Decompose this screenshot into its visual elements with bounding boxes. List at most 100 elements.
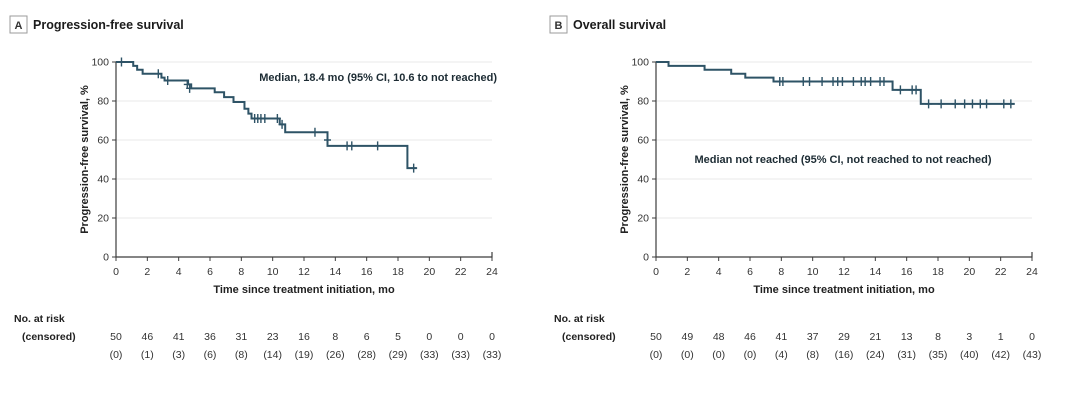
censor-mark bbox=[273, 114, 281, 124]
x-axis-label: Time since treatment initiation, mo bbox=[753, 284, 935, 296]
x-axis-label: Time since treatment initiation, mo bbox=[213, 284, 395, 296]
x-tick-label: 20 bbox=[963, 266, 975, 278]
censor-mark bbox=[983, 99, 991, 109]
y-axis-label: Progression-free survival, % bbox=[619, 85, 631, 234]
censor-mark bbox=[410, 163, 418, 173]
at-risk-value: 50 bbox=[110, 331, 122, 343]
censor-mark bbox=[324, 135, 331, 145]
censored-value: (0) bbox=[110, 349, 123, 361]
x-tick-label: 18 bbox=[392, 266, 404, 278]
x-tick-label: 12 bbox=[298, 266, 310, 278]
risk-table-label: No. at risk bbox=[14, 313, 65, 325]
censor-mark bbox=[880, 77, 888, 86]
censor-mark bbox=[348, 141, 356, 151]
x-tick-label: 6 bbox=[207, 266, 213, 278]
x-tick-label: 24 bbox=[486, 266, 498, 278]
censor-mark bbox=[278, 119, 286, 129]
y-tick-label: 80 bbox=[637, 96, 649, 108]
median-annotation: Median, 18.4 mo (95% CI, 10.6 to not rea… bbox=[259, 72, 497, 84]
x-tick-label: 22 bbox=[995, 266, 1007, 278]
censored-value: (28) bbox=[357, 349, 376, 361]
panel-letter-box bbox=[9, 15, 28, 34]
censored-value: (33) bbox=[483, 349, 502, 361]
censored-value: (8) bbox=[806, 349, 819, 361]
censored-value: (0) bbox=[744, 349, 757, 361]
at-risk-value: 29 bbox=[838, 331, 850, 343]
panel-title: Progression-free survival bbox=[33, 18, 184, 32]
at-risk-value: 48 bbox=[713, 331, 725, 343]
y-tick-label: 80 bbox=[97, 96, 109, 108]
x-tick-label: 20 bbox=[423, 266, 435, 278]
axis-frame bbox=[115, 61, 493, 258]
x-tick-label: 0 bbox=[113, 266, 119, 278]
censor-mark bbox=[806, 77, 814, 86]
at-risk-value: 0 bbox=[489, 331, 495, 343]
risk-table-label: No. at risk bbox=[554, 313, 605, 325]
km-curve bbox=[656, 61, 1015, 105]
at-risk-value: 31 bbox=[235, 331, 247, 343]
risk-table-censored-label: (censored) bbox=[562, 331, 616, 343]
y-tick-label: 0 bbox=[643, 252, 649, 264]
censor-mark bbox=[186, 83, 194, 93]
x-tick-label: 4 bbox=[716, 266, 722, 278]
x-tick-label: 4 bbox=[176, 266, 182, 278]
at-risk-value: 41 bbox=[775, 331, 787, 343]
x-tick-label: 8 bbox=[778, 266, 784, 278]
at-risk-value: 49 bbox=[681, 331, 693, 343]
at-risk-value: 0 bbox=[1029, 331, 1035, 343]
at-risk-value: 0 bbox=[426, 331, 432, 343]
panel-letter-box bbox=[549, 15, 568, 34]
panel-letter: B bbox=[555, 20, 563, 32]
censored-value: (0) bbox=[712, 349, 725, 361]
median-annotation: Median not reached (95% CI, not reached … bbox=[694, 154, 991, 166]
censor-mark bbox=[896, 85, 904, 95]
censored-value: (4) bbox=[775, 349, 788, 361]
x-tick-label: 0 bbox=[653, 266, 659, 278]
censored-value: (16) bbox=[835, 349, 854, 361]
y-tick-label: 100 bbox=[631, 57, 649, 69]
at-risk-value: 21 bbox=[869, 331, 881, 343]
censored-value: (26) bbox=[326, 349, 345, 361]
censored-value: (33) bbox=[451, 349, 470, 361]
censored-value: (40) bbox=[960, 349, 979, 361]
y-tick-label: 20 bbox=[97, 213, 109, 225]
at-risk-value: 0 bbox=[458, 331, 464, 343]
censored-value: (1) bbox=[141, 349, 154, 361]
km-curve bbox=[116, 61, 417, 170]
censor-mark bbox=[968, 99, 976, 109]
x-tick-label: 2 bbox=[144, 266, 150, 278]
censor-mark bbox=[117, 57, 125, 67]
at-risk-value: 36 bbox=[204, 331, 216, 343]
censor-mark bbox=[261, 114, 269, 124]
censor-mark bbox=[937, 99, 945, 109]
censored-value: (3) bbox=[172, 349, 185, 361]
censored-value: (19) bbox=[295, 349, 314, 361]
censored-value: (24) bbox=[866, 349, 885, 361]
censor-mark bbox=[799, 77, 807, 86]
censored-value: (35) bbox=[929, 349, 948, 361]
at-risk-value: 46 bbox=[141, 331, 153, 343]
y-axis-label: Progression-free survival, % bbox=[79, 85, 91, 234]
x-tick-label: 18 bbox=[932, 266, 944, 278]
censored-value: (29) bbox=[389, 349, 408, 361]
x-tick-label: 14 bbox=[869, 266, 881, 278]
censor-mark bbox=[1000, 99, 1008, 109]
at-risk-value: 1 bbox=[998, 331, 1004, 343]
x-tick-label: 10 bbox=[807, 266, 819, 278]
censor-mark bbox=[154, 69, 162, 79]
x-tick-label: 12 bbox=[838, 266, 850, 278]
x-tick-label: 16 bbox=[361, 266, 373, 278]
x-tick-label: 8 bbox=[238, 266, 244, 278]
censor-mark bbox=[867, 77, 875, 86]
censor-mark bbox=[818, 77, 826, 86]
censor-mark bbox=[961, 99, 969, 109]
y-tick-label: 60 bbox=[637, 135, 649, 147]
y-tick-label: 100 bbox=[91, 57, 109, 69]
censor-mark bbox=[951, 99, 959, 109]
censored-value: (43) bbox=[1023, 349, 1042, 361]
censor-mark bbox=[164, 76, 172, 86]
x-tick-label: 10 bbox=[267, 266, 279, 278]
x-tick-label: 14 bbox=[329, 266, 341, 278]
